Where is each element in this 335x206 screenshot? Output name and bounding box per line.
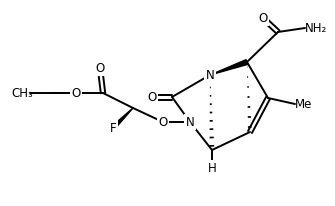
Text: CH₃: CH₃ [11, 87, 33, 99]
Text: O: O [95, 62, 105, 75]
Text: H: H [208, 162, 216, 174]
Polygon shape [112, 108, 133, 129]
Text: F: F [110, 122, 116, 135]
Text: O: O [71, 87, 81, 99]
Polygon shape [210, 60, 248, 75]
Text: Me: Me [295, 97, 312, 110]
Text: NH₂: NH₂ [305, 21, 327, 34]
Text: N: N [186, 116, 194, 129]
Text: N: N [206, 69, 214, 82]
Text: O: O [158, 116, 168, 129]
Text: O: O [258, 12, 268, 25]
Text: O: O [147, 90, 157, 103]
